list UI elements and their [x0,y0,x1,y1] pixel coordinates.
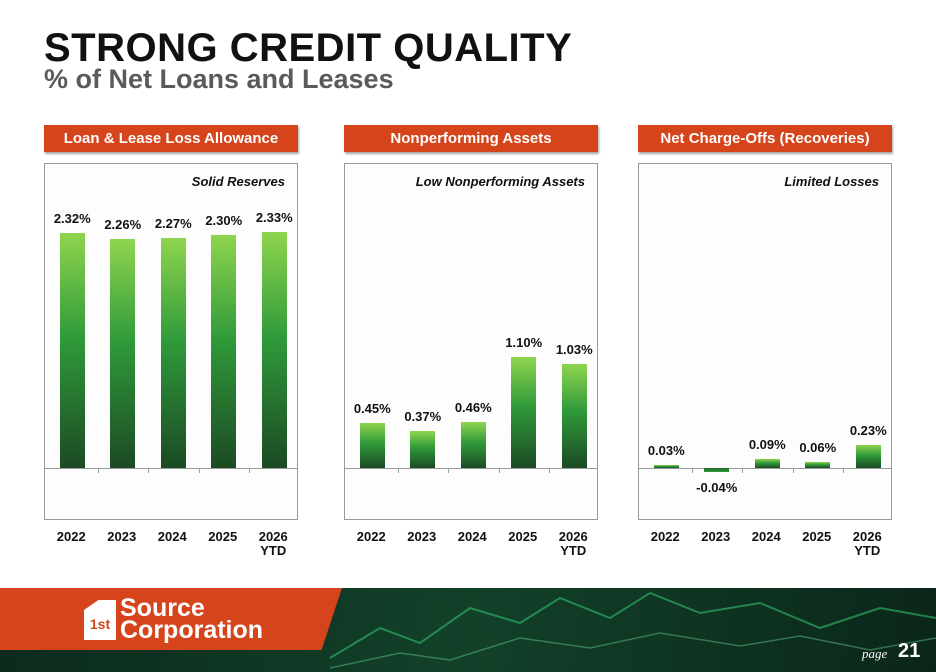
bar [805,462,831,469]
bar [561,363,587,469]
bar [59,232,85,469]
x-tick-label: 2026 YTD [258,529,288,558]
x-tick-label: 2022 [356,529,386,544]
bar [160,238,186,469]
axis-tick [397,468,399,474]
slide-subtitle: % of Net Loans and Leases [44,64,394,94]
x-tick-label: 2024 [457,529,487,544]
value-label: 1.03% [555,341,593,357]
value-label: 2.32% [53,210,91,226]
bar [754,459,780,469]
logo-text: Source [120,594,205,622]
chart-title: Loan & Lease Loss Allowance [44,125,298,152]
axis-tick [148,468,149,474]
value-label: 0.45% [353,400,391,416]
x-tick-label: 2022 [650,529,680,544]
axis-tick [792,468,794,474]
value-label: 0.23% [849,422,887,438]
chart-title: Nonperforming Assets [344,125,598,152]
x-tick-label: 2026 YTD [852,529,882,558]
bar [511,356,537,469]
footer-art [329,591,936,669]
bar [704,468,730,473]
chart-panel: Loan & Lease Loss Allowance Solid Reserve… [44,125,298,565]
bar [261,231,287,469]
value-label: 2.26% [104,217,142,233]
value-label: 1.10% [505,334,543,350]
value-label: 0.03% [647,443,685,459]
value-label: -0.04% [696,480,738,496]
logo-band [0,588,342,650]
axis-tick [448,468,449,474]
x-tick-label: 2026 YTD [558,529,588,558]
x-tick-label: 2024 [751,529,781,544]
value-label: 0.09% [748,437,786,453]
value-label: 0.46% [454,399,492,415]
x-tick-label: 2025 [802,529,832,544]
x-tick-label: 2025 [508,529,538,544]
baseline [45,468,297,470]
value-label: 0.06% [799,440,837,456]
chart-subtitle: Low Nonperforming Assets [415,174,585,189]
x-tick-label: 2022 [56,529,86,544]
axis-tick [691,468,693,474]
chart-panel: Net Charge-Offs (Recoveries) Limited Loss… [638,125,892,565]
value-label: 0.37% [404,408,442,424]
axis-tick [198,468,200,474]
page-number: 21 [898,640,921,662]
chart-subtitle: Limited Losses [784,174,879,189]
bar [359,422,385,469]
axis-tick [549,468,550,474]
bar [460,421,486,469]
chart-panel: Nonperforming Assets Low Nonperforming As… [344,125,598,565]
bar [410,430,436,469]
plot-area: Low Nonperforming Assets 0.45% 0.37% 0.46% 1… [344,163,598,520]
slide-title: STRONG CREDIT QUALITY [44,26,573,70]
value-label: 2.30% [205,213,243,228]
value-label: 2.33% [255,209,293,225]
chart-title: Net Charge-Offs (Recoveries) [638,125,892,152]
value-label: 2.27% [154,216,192,232]
x-tick-label: 2023 [701,529,731,544]
axis-tick [843,468,844,474]
chart-subtitle: Solid Reserves [191,174,285,189]
bar [653,465,679,469]
axis-tick [498,468,500,474]
axis-tick [97,468,99,474]
x-tick-label: 2023 [107,529,137,544]
logo-text: Corporation [120,616,264,644]
page-label: page [862,646,888,661]
plot-area: Limited Losses 0.03% -0.04% 0.09% 0.06% 0.23% [638,163,892,520]
baseline [639,468,891,470]
baseline [345,468,597,470]
logo-mark: 1st [84,600,116,640]
bar [211,235,237,469]
bar [110,239,136,469]
axis-tick [249,468,250,474]
x-tick-label: 2023 [407,529,437,544]
x-tick-label: 2025 [208,529,238,544]
bar [855,444,881,469]
axis-tick [742,468,743,474]
x-tick-label: 2024 [157,529,187,544]
plot-area: Solid Reserves 2.32% 2.26% 2.27% 2.30% 2.33% [44,163,298,520]
